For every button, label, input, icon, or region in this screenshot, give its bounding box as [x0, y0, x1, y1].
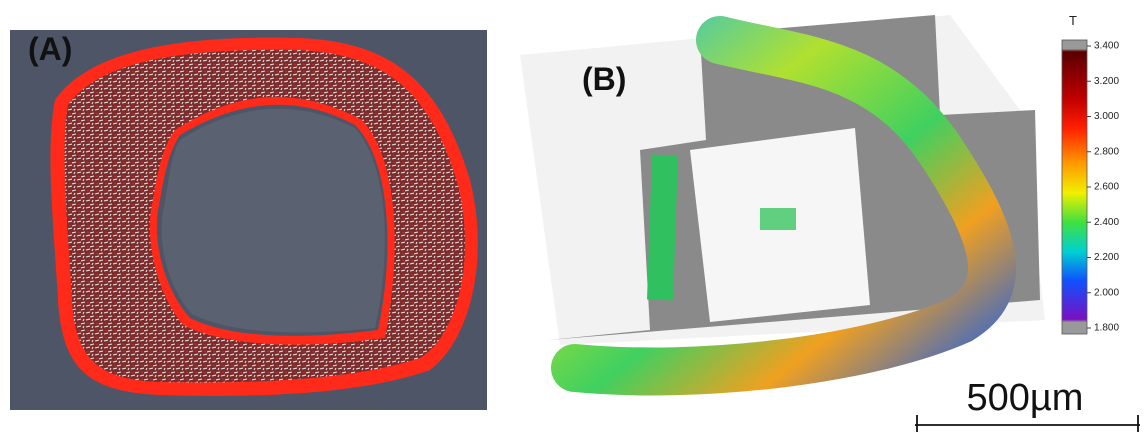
- colorbar-tick-label: 2.600: [1094, 182, 1119, 193]
- colorbar-title: T: [1069, 13, 1077, 28]
- panel-label: (A): [28, 31, 72, 67]
- colorbar-tick-label: 2.400: [1094, 217, 1119, 228]
- scale-bar-label: 500µm: [967, 377, 1084, 419]
- heatmap-strip: [660, 155, 665, 300]
- colorbar-tick-label: 1.800: [1094, 323, 1119, 334]
- colorbar-tick-label: 3.000: [1094, 111, 1119, 122]
- colorbar-tick-label: 2.800: [1094, 146, 1119, 157]
- colorbar-tick-label: 3.400: [1094, 41, 1119, 52]
- colorbar-tick-label: 2.200: [1094, 252, 1119, 263]
- marrow-cavity: [162, 109, 385, 333]
- colorbar-tick-label: 2.000: [1094, 287, 1119, 298]
- figure: (A) (B) T 3.400 3.200 3.000 2.800 2.600 2.400…: [0, 0, 1148, 435]
- colorbar-tick-label: 3.200: [1094, 76, 1119, 87]
- heatmap-patch: [760, 208, 796, 230]
- panel-label: (B): [582, 61, 626, 97]
- colorbar: [1062, 40, 1087, 334]
- colorbar-ticks: 3.400 3.200 3.000 2.800 2.600 2.400 2.200 2.000…: [1087, 41, 1119, 334]
